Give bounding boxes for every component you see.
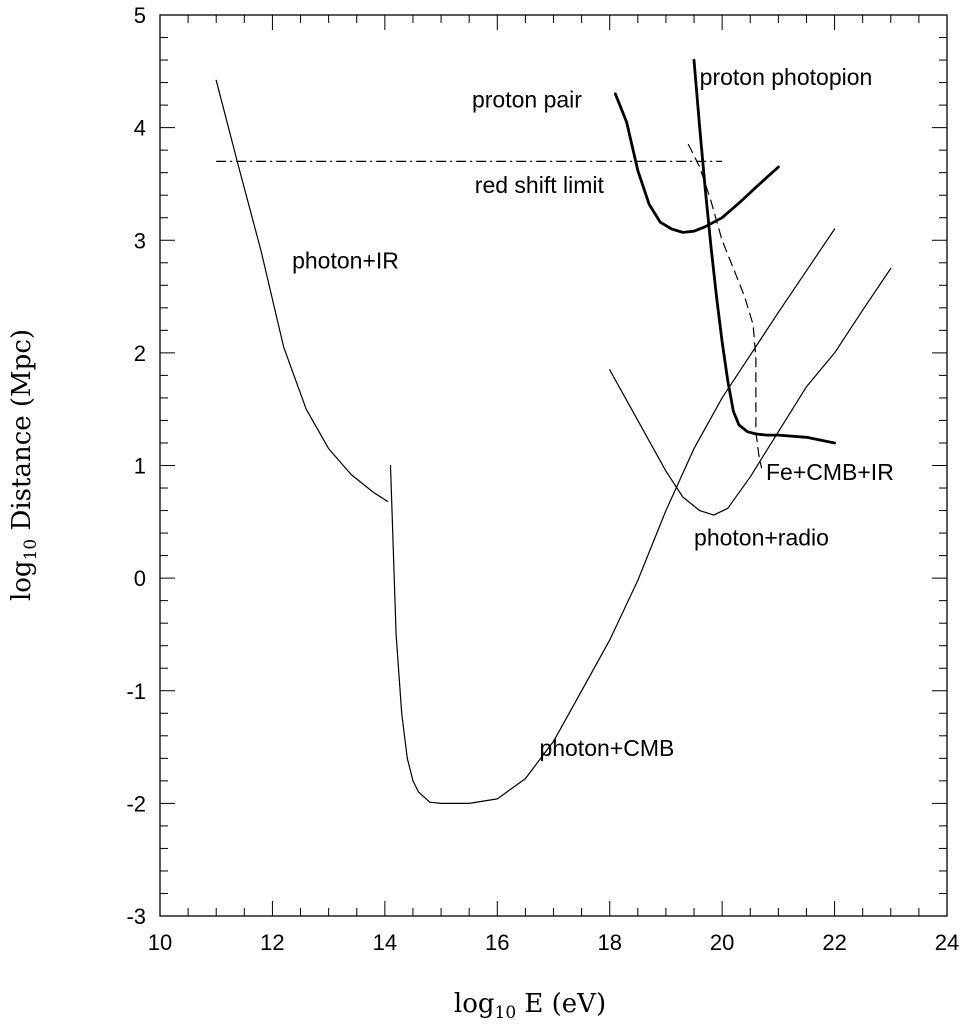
series-label-proton-photopion: proton photopion xyxy=(700,64,873,90)
series-labels: photon+IR photon+CMB photon+radio proton pa… xyxy=(292,64,894,761)
x-tick-labels: 10 12 14 16 18 20 22 24 xyxy=(148,930,959,955)
x-axis-title: log10 E (eV) xyxy=(454,989,606,1023)
x-tick-label: 16 xyxy=(485,930,509,955)
y-axis-title-subscript: 10 xyxy=(21,539,41,561)
x-tick-label: 22 xyxy=(822,930,846,955)
y-tick-label: 2 xyxy=(134,341,146,366)
series-label-proton-pair: proton pair xyxy=(472,86,582,112)
series-label-red-shift-limit: red shift limit xyxy=(475,172,605,198)
series-label-photon-cmb: photon+CMB xyxy=(539,735,674,761)
y-tick-label: -3 xyxy=(126,904,146,929)
y-tick-label: 1 xyxy=(134,454,146,479)
x-tick-label: 20 xyxy=(710,930,734,955)
series-lines xyxy=(215,58,892,804)
y-tick-label: 4 xyxy=(134,116,146,141)
series-label-photon-ir: photon+IR xyxy=(292,247,399,273)
y-tick-label: -1 xyxy=(126,679,146,704)
x-axis-title-subscript: 10 xyxy=(495,1003,517,1023)
y-tick-label: 5 xyxy=(134,3,146,28)
y-tick-labels: -3 -2 -1 0 1 2 3 4 5 xyxy=(126,3,146,929)
series-label-photon-radio: photon+radio xyxy=(694,524,829,550)
series-line-proton-pair xyxy=(613,92,780,234)
x-tick-label: 18 xyxy=(597,930,621,955)
y-tick-label: 3 xyxy=(134,228,146,253)
series-label-fe-cmb-ir: Fe+CMB+IR xyxy=(766,459,894,485)
series-line-photon-ir xyxy=(215,79,389,503)
y-tick-label: 0 xyxy=(134,566,146,591)
series-line-photon-cmb xyxy=(389,228,836,804)
x-tick-label: 14 xyxy=(373,930,397,955)
y-axis-title: log10 Distance (Mpc) xyxy=(7,329,41,601)
series-line-fe-cmb-ir xyxy=(687,143,763,469)
y-tick-label: -2 xyxy=(126,791,146,816)
axis-ticks xyxy=(159,14,948,917)
series-line-proton-photopion xyxy=(692,58,836,445)
x-tick-label: 12 xyxy=(260,930,284,955)
series-line-photon-radio xyxy=(609,267,892,516)
x-tick-label: 10 xyxy=(148,930,172,955)
x-tick-label: 24 xyxy=(935,930,959,955)
